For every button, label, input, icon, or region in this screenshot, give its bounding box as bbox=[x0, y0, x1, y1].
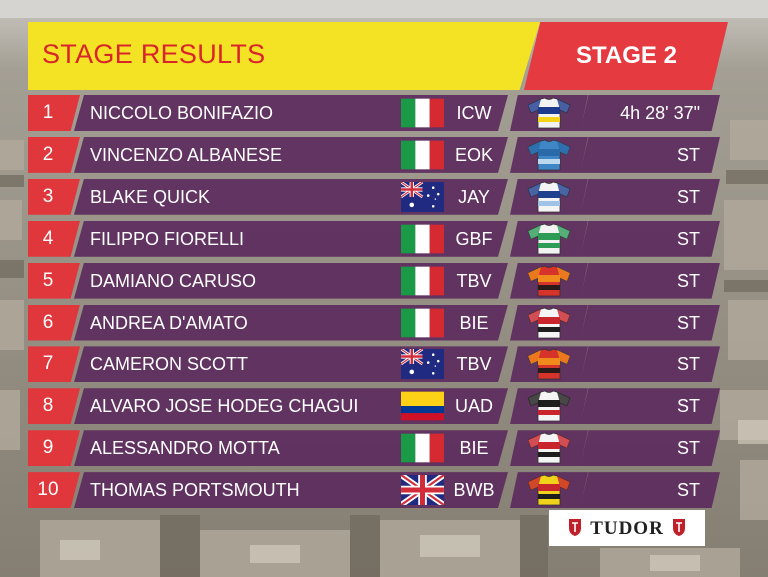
team-code: ICW bbox=[456, 103, 492, 123]
colombia-flag-icon bbox=[401, 391, 444, 421]
jersey-bardiani-icon bbox=[527, 223, 571, 255]
time-cell bbox=[580, 304, 720, 341]
rider-name: FILIPPO FIORELLI bbox=[90, 228, 245, 249]
stage-results-header: STAGE RESULTS bbox=[28, 22, 540, 90]
finish-time: ST bbox=[676, 438, 700, 459]
position-number: 7 bbox=[42, 353, 54, 375]
position-number: 8 bbox=[42, 395, 54, 417]
finish-time: ST bbox=[676, 186, 700, 207]
time-cell bbox=[580, 430, 720, 467]
italy-flag-icon bbox=[401, 308, 444, 338]
time-cell bbox=[580, 346, 720, 383]
team-code: BIE bbox=[459, 438, 489, 459]
table-row: 3 BLAKE QUICK JAY ST bbox=[0, 178, 768, 215]
italy-flag-icon bbox=[401, 433, 444, 463]
table-row: 5 DAMIANO CARUSO TBV ST bbox=[0, 262, 768, 299]
position-badge: 10 bbox=[28, 472, 80, 509]
team-code: TBV bbox=[456, 270, 492, 291]
italy-flag-icon bbox=[401, 224, 444, 254]
australia-flag-icon bbox=[401, 181, 444, 212]
rider-name: NICCOLO BONIFAZIO bbox=[90, 103, 274, 123]
header-title: STAGE RESULTS bbox=[42, 39, 266, 69]
finish-time: ST bbox=[676, 270, 700, 291]
rider-name: CAMERON SCOTT bbox=[90, 354, 249, 375]
rider-name: ALVARO JOSE HODEG CHAGUI bbox=[90, 396, 359, 417]
finish-time: ST bbox=[676, 144, 700, 165]
italy-flag-icon bbox=[401, 140, 444, 170]
italy-flag-icon bbox=[401, 98, 444, 128]
position-badge: 7 bbox=[28, 346, 80, 383]
position-badge: 4 bbox=[28, 220, 80, 257]
table-row: 1 NICCOLO BONIFAZIO ICW 4h 28' 37" bbox=[0, 95, 768, 131]
table-row: 10 THOMAS PORTSMOUTH BWB ST bbox=[0, 472, 768, 509]
rider-name: BLAKE QUICK bbox=[90, 186, 211, 207]
uk-flag-icon bbox=[401, 475, 444, 506]
position-number: 3 bbox=[42, 185, 54, 207]
position-badge: 1 bbox=[28, 95, 80, 131]
position-number: 5 bbox=[42, 269, 54, 291]
time-cell bbox=[580, 472, 720, 509]
jersey-biesse-icon bbox=[527, 307, 571, 339]
jersey-intermarche-icon bbox=[527, 97, 571, 129]
table-row: 9 ALESSANDRO MOTTA BIE ST bbox=[0, 430, 768, 467]
jersey-biesse-icon bbox=[527, 432, 571, 464]
team-code: TBV bbox=[456, 354, 492, 375]
italy-flag-icon bbox=[401, 266, 444, 296]
time-cell bbox=[580, 262, 720, 299]
rider-name: DAMIANO CARUSO bbox=[90, 270, 257, 291]
rider-name: ALESSANDRO MOTTA bbox=[90, 438, 280, 459]
position-number: 6 bbox=[42, 311, 54, 333]
position-badge: 5 bbox=[28, 262, 80, 299]
sponsor-badge: TUDOR bbox=[549, 510, 705, 546]
position-number: 9 bbox=[42, 437, 54, 459]
position-number: 1 bbox=[42, 102, 54, 123]
team-code: JAY bbox=[458, 186, 490, 207]
position-badge: 2 bbox=[28, 136, 80, 173]
table-row: 2 VINCENZO ALBANESE EOK ST bbox=[0, 136, 768, 173]
table-row: 7 CAMERON SCOTT TBV ST bbox=[0, 346, 768, 383]
jersey-jayco-icon bbox=[527, 181, 571, 213]
table-row: 6 ANDREA D'AMATO BIE ST bbox=[0, 304, 768, 341]
finish-time: ST bbox=[676, 480, 700, 501]
stage-number-header: STAGE 2 bbox=[524, 22, 728, 90]
position-badge: 8 bbox=[28, 388, 80, 425]
finish-time: ST bbox=[676, 228, 700, 249]
time-cell bbox=[580, 178, 720, 215]
rider-name: ANDREA D'AMATO bbox=[90, 312, 248, 333]
jersey-uae-icon bbox=[527, 390, 571, 422]
position-badge: 3 bbox=[28, 178, 80, 215]
sponsor-name: TUDOR bbox=[590, 518, 664, 539]
team-code: UAD bbox=[454, 396, 493, 417]
team-code: GBF bbox=[455, 228, 493, 249]
position-badge: 9 bbox=[28, 430, 80, 467]
finish-time: ST bbox=[676, 396, 700, 417]
time-cell bbox=[580, 220, 720, 257]
rider-name: THOMAS PORTSMOUTH bbox=[90, 480, 300, 501]
time-cell bbox=[580, 136, 720, 173]
finish-time: ST bbox=[676, 354, 700, 375]
tudor-shield-icon bbox=[673, 519, 685, 536]
position-number: 4 bbox=[42, 227, 54, 249]
table-row: 4 FILIPPO FIORELLI GBF ST bbox=[0, 220, 768, 257]
position-number: 10 bbox=[37, 479, 59, 501]
finish-time: ST bbox=[676, 312, 700, 333]
position-badge: 6 bbox=[28, 304, 80, 341]
jersey-bahrain-icon bbox=[527, 348, 571, 380]
header-stage: STAGE 2 bbox=[576, 42, 677, 69]
tudor-shield-icon bbox=[569, 519, 581, 536]
finish-time: 4h 28' 37" bbox=[620, 103, 700, 123]
jersey-eolo-icon bbox=[527, 139, 571, 171]
position-number: 2 bbox=[42, 143, 54, 165]
team-code: BIE bbox=[459, 312, 489, 333]
team-code: BWB bbox=[453, 480, 495, 501]
team-code: EOK bbox=[454, 144, 493, 165]
time-cell bbox=[580, 95, 720, 131]
jersey-bingoal-icon bbox=[527, 474, 571, 506]
time-cell bbox=[580, 388, 720, 425]
australia-flag-icon bbox=[401, 349, 444, 380]
rider-name: VINCENZO ALBANESE bbox=[90, 144, 283, 165]
table-row: 8 ALVARO JOSE HODEG CHAGUI UAD ST bbox=[0, 388, 768, 425]
jersey-bahrain-icon bbox=[527, 265, 571, 297]
